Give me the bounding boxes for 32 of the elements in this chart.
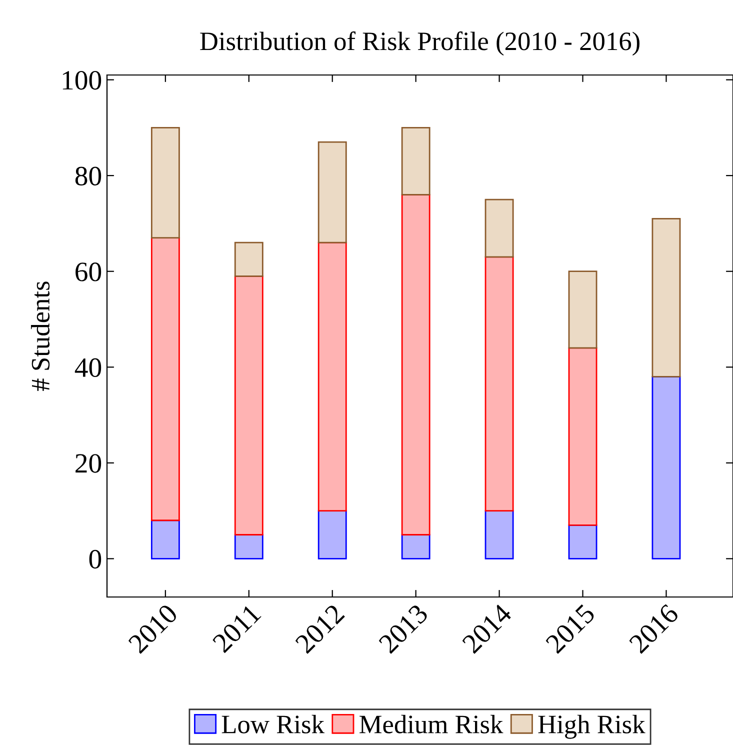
bar (652, 376, 681, 560)
bar (150, 520, 180, 560)
bar (484, 198, 514, 258)
bar (401, 126, 430, 196)
bar (150, 126, 180, 239)
y-tick-label: 40 (74, 358, 102, 378)
y-tick-label: 0 (89, 550, 102, 569)
chart-title: Distribution of Risk Profile (2010 - 2016) (200, 31, 640, 56)
bar (318, 141, 347, 244)
y-tick-label: 20 (76, 454, 102, 473)
bar (318, 510, 347, 560)
bar (234, 275, 264, 536)
y-tick-label: 100 (62, 70, 102, 90)
bar (234, 534, 264, 560)
bar (484, 510, 514, 560)
legend-label: Medium Risk (360, 714, 504, 734)
bar (318, 242, 347, 512)
bar (568, 347, 598, 526)
x-tick-label: 2011 (212, 604, 262, 654)
legend-label: High Risk (538, 714, 646, 739)
bar (150, 237, 180, 522)
y-tick-label: 60 (76, 262, 102, 282)
legend-label: Low Risk (222, 714, 324, 734)
bar (484, 256, 514, 512)
bar (401, 194, 430, 536)
bar (568, 270, 598, 349)
bar (401, 534, 430, 560)
y-tick-label: 80 (75, 166, 102, 186)
bar (568, 524, 598, 560)
bar (234, 242, 264, 277)
y-axis-title: # Students (30, 282, 50, 391)
bar (652, 218, 681, 378)
